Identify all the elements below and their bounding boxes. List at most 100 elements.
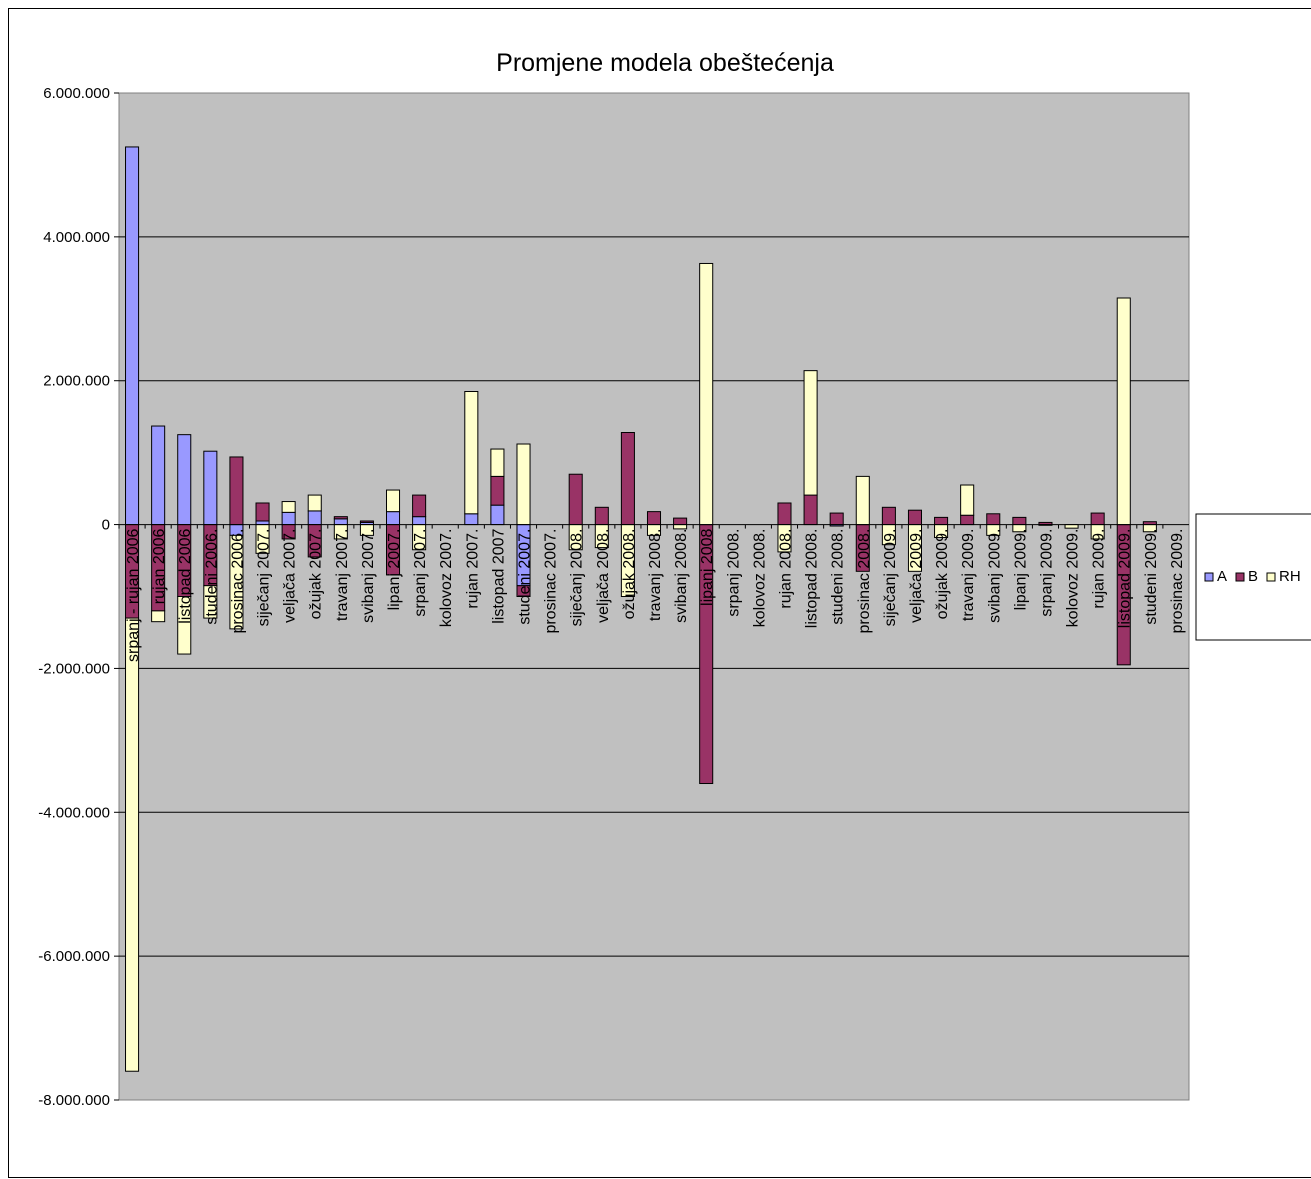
bar-rh (855, 475, 870, 526)
x-tick-label: srpanj 2008. (725, 529, 742, 617)
x-tick-label: siječanj 2008. (569, 529, 586, 627)
bar-rh (464, 391, 479, 515)
legend-swatch-rh (1266, 572, 1276, 582)
x-tick-label: listopad 2008. (804, 529, 821, 629)
x-tick-label: lipanj 2007. (386, 529, 403, 611)
y-tick-label: -4.000.000 (38, 804, 110, 821)
bar-rh (281, 501, 296, 513)
bar-b (803, 494, 818, 526)
bar-b (1012, 516, 1027, 526)
x-tick-label: kolovoz 2008. (751, 529, 768, 628)
x-tick-label: rujan 2009. (1091, 529, 1108, 609)
bar-a (125, 146, 140, 526)
x-tick-label: veljača 2009. (908, 529, 925, 623)
x-tick-label: travanj 2008. (647, 529, 664, 622)
bar-b (934, 516, 949, 526)
x-tick-label: rujan 2006 (151, 528, 168, 604)
bar-b (229, 456, 244, 526)
bar-b (960, 514, 975, 526)
legend: A B RH (1195, 513, 1311, 641)
x-tick-label: studeni 2006. (203, 529, 220, 625)
legend-label-a: A (1217, 568, 1227, 585)
bar-b (673, 517, 688, 526)
bar-rh (490, 448, 505, 477)
x-tick-label: travanj 2007. (334, 529, 351, 622)
x-tick-label: ožujak 2007. (308, 529, 325, 620)
bar-rh (803, 370, 818, 496)
bar-b (881, 506, 896, 526)
x-tick-label: prosinac 2007. (543, 529, 560, 634)
bar-b (594, 506, 609, 526)
plot-area (118, 92, 1190, 1101)
bar-a (307, 510, 322, 526)
bar-b (646, 511, 662, 526)
x-tick-label: svibanj 2007. (360, 529, 377, 623)
chart: Promjene modela obeštećenja 6.000.000 4.0… (38, 49, 1311, 1109)
bar-b (777, 502, 792, 526)
bar-rh (125, 617, 140, 1072)
bar-b (907, 509, 923, 526)
x-tick-label: prosinac 2008. (856, 529, 873, 634)
legend-swatch-b (1235, 572, 1245, 582)
bar-rh (177, 596, 192, 655)
x-tick-label: prosinac 2009. (1169, 529, 1186, 634)
x-tick-label: siječanj 2009. (882, 529, 899, 627)
y-tick-label: 2.000.000 (43, 373, 110, 390)
bar-rh (307, 494, 322, 512)
x-tick-label: listopad 2007 (490, 528, 507, 623)
y-tick-label: 4.000.000 (43, 229, 110, 246)
bar-rh (229, 534, 244, 630)
bar-a (333, 518, 348, 526)
x-tick-label: kolovoz 2007. (438, 529, 455, 628)
bar-b (1090, 512, 1105, 526)
bar-a (490, 504, 505, 526)
bar-b (490, 475, 505, 506)
legend-label-b: B (1248, 568, 1258, 585)
bar-rh (151, 610, 166, 623)
x-tick-label: studeni 2007. (517, 529, 534, 625)
x-tick-label: srpanj 2007. (412, 529, 429, 617)
x-tick-label: listopad 2009. (1117, 529, 1134, 629)
bar-b (333, 516, 348, 520)
x-tick-label: svibanj 2009. (986, 529, 1003, 623)
x-tick-label: srpanj - rujan 2006 (125, 528, 142, 662)
bar-a (281, 511, 296, 526)
x-tick-label: svibanj 2008. (673, 529, 690, 623)
y-tick-label: -8.000.000 (38, 1092, 110, 1109)
bar-a (177, 434, 192, 526)
bar-rh (1116, 297, 1131, 526)
y-tick-label: -6.000.000 (38, 948, 110, 965)
bar-b (359, 520, 374, 523)
bar-b (829, 512, 844, 526)
x-tick-label: ožujak 2008. (621, 529, 638, 620)
y-tick-label: -2.000.000 (38, 660, 110, 677)
bar-rh (960, 484, 975, 516)
bar-b (986, 513, 1001, 526)
x-tick-label: kolovoz 2009. (1065, 529, 1082, 628)
y-tick-label: 6.000.000 (43, 85, 110, 102)
legend-box (1195, 513, 1311, 641)
x-tick-label: lipanj 2008 (699, 528, 716, 606)
bar-a (151, 425, 166, 526)
x-tick-label: prosinac 2006. (229, 529, 246, 634)
x-tick-label: lipanj 2009. (1012, 529, 1029, 611)
bar-rh (203, 585, 218, 619)
bar-rh (699, 262, 714, 526)
x-tick-label: veljača 2007. (282, 529, 299, 623)
bar-rh (1064, 524, 1079, 529)
x-tick-label: studeni 2008. (830, 529, 847, 625)
x-tick-label: srpanj 2009. (1038, 529, 1055, 617)
bar-rh (673, 524, 688, 530)
x-tick-label: rujan 2008. (777, 529, 794, 609)
x-tick-label: listopad 2006 (177, 528, 194, 623)
bars (125, 146, 1157, 1072)
legend-label-rh: RH (1279, 568, 1301, 585)
legend-swatch-a (1204, 572, 1214, 582)
bar-rh (516, 443, 531, 526)
x-axis-ticks: srpanj - rujan 2006 rujan 2006 listopad 20… (118, 524, 1186, 662)
bar-b (568, 473, 583, 526)
bar-b (620, 432, 635, 526)
x-tick-label: travanj 2009. (960, 529, 977, 622)
x-tick-label: ožujak 2009. (934, 529, 951, 620)
bar-b (412, 494, 427, 518)
